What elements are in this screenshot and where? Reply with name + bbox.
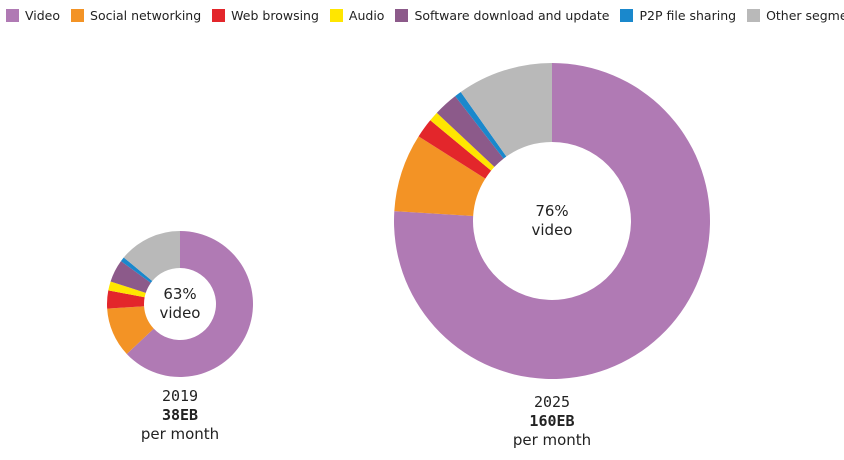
- unit-label: per month: [512, 431, 592, 449]
- legend-label: Web browsing: [231, 8, 319, 23]
- slice-2019-web-browsing: [106, 290, 145, 309]
- legend: Video Social networking Web browsing Audio S…: [6, 8, 844, 23]
- year-label: 2019: [161, 387, 199, 405]
- caption-2019: 2019 38EB per month: [141, 387, 219, 444]
- legend-label: Social networking: [90, 8, 202, 23]
- legend-item: Software download and update: [395, 8, 609, 23]
- slice-2025-video: [394, 63, 710, 380]
- center-text: video: [531, 221, 573, 239]
- caption-2025: 2025 160EB per month: [513, 393, 591, 450]
- slice-2025-p2p-file-sharing: [455, 92, 507, 159]
- slice-2019-other-segments: [123, 231, 180, 282]
- legend-swatch: [747, 9, 761, 22]
- slice-2019-audio: [108, 281, 146, 298]
- slice-2025-other-segments: [460, 63, 552, 157]
- slice-2025-web-browsing: [418, 120, 492, 179]
- center-text: video: [159, 304, 201, 322]
- legend-item: Video: [6, 8, 60, 23]
- center-label-2025: 76% video: [532, 202, 573, 240]
- legend-item: Social networking: [71, 8, 201, 23]
- slice-2025-audio: [430, 112, 495, 171]
- year-label: 2025: [533, 393, 571, 411]
- slice-2019-video: [126, 231, 254, 378]
- legend-item: Other segments: [747, 8, 844, 23]
- total-label: 38EB: [161, 406, 199, 424]
- legend-swatch: [212, 9, 226, 22]
- legend-swatch: [6, 9, 19, 22]
- legend-swatch: [395, 9, 409, 22]
- legend-item: P2P file sharing: [620, 8, 736, 23]
- center-percent: 63%: [163, 285, 197, 303]
- total-label: 160EB: [529, 412, 575, 430]
- center-label-2019: 63% video: [160, 285, 201, 323]
- slice-2019-p2p-file-sharing: [120, 257, 153, 283]
- legend-item: Web browsing: [212, 8, 319, 23]
- legend-swatch: [620, 9, 634, 22]
- slice-2019-social-networking: [107, 306, 154, 354]
- legend-label: P2P file sharing: [639, 8, 737, 23]
- unit-label: per month: [140, 425, 220, 443]
- legend-label: Other segments: [766, 8, 844, 23]
- center-percent: 76%: [535, 202, 569, 220]
- slice-2025-social-networking: [394, 136, 486, 217]
- legend-swatch: [329, 9, 343, 22]
- slice-2019-software-download-and-update: [110, 261, 151, 293]
- legend-item: Audio: [329, 8, 385, 23]
- slice-2025-software-download-and-update: [436, 96, 504, 167]
- legend-label: Video: [25, 8, 61, 23]
- legend-label: Audio: [348, 8, 385, 23]
- legend-label: Software download and update: [414, 8, 610, 23]
- legend-swatch: [71, 9, 85, 22]
